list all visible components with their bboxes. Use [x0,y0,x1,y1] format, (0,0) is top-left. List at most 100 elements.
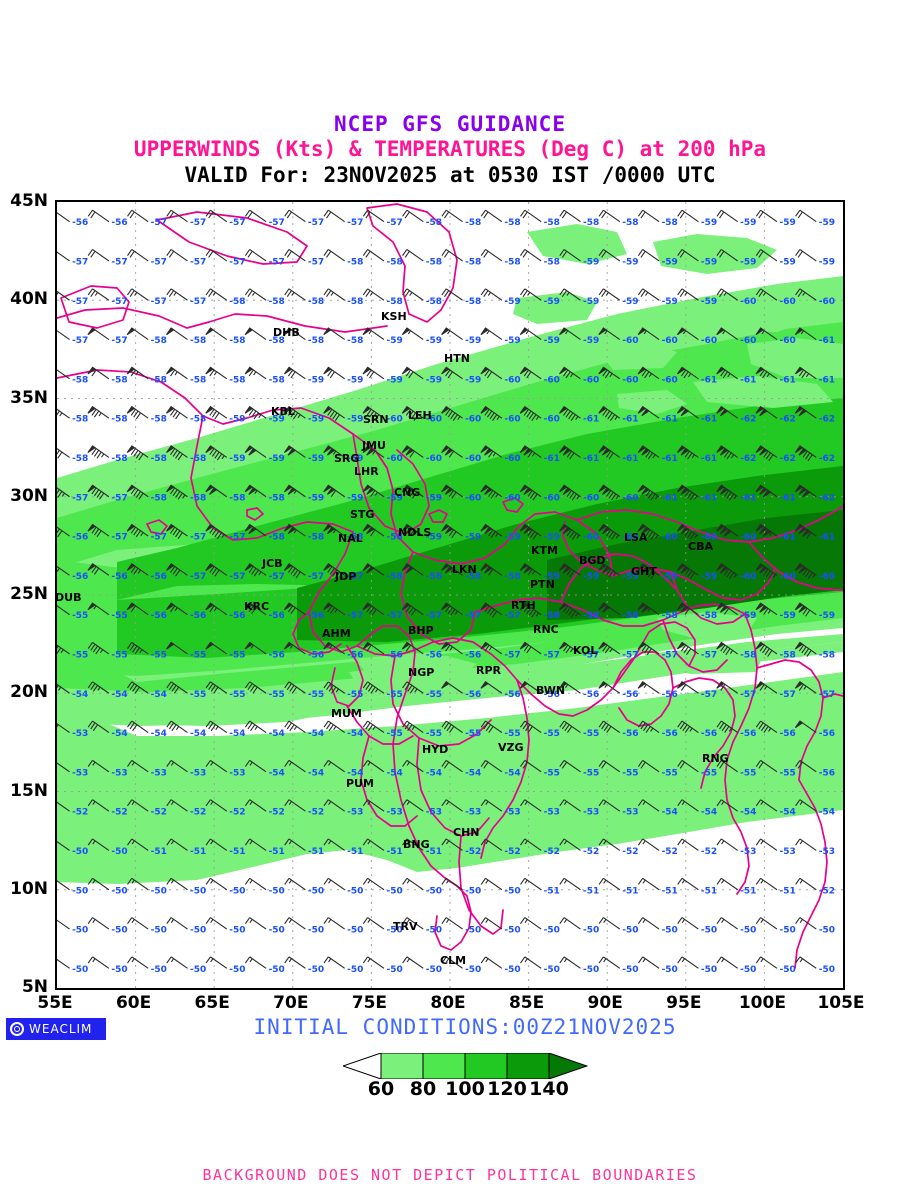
lon-tick-65E: 65E [194,993,230,1013]
svg-text:-60: -60 [819,297,835,307]
svg-text:-50: -50 [190,965,206,975]
svg-text:-60: -60 [465,493,481,503]
svg-text:-58: -58 [308,336,324,346]
svg-text:-58: -58 [229,336,245,346]
svg-text:-59: -59 [426,533,442,543]
svg-text:-59: -59 [662,572,678,582]
svg-text:-54: -54 [151,690,167,700]
svg-text:-50: -50 [308,965,324,975]
svg-text:-57: -57 [819,690,835,700]
svg-text:-56: -56 [819,768,835,778]
svg-text:-55: -55 [229,650,245,660]
svg-text:-58: -58 [151,454,167,464]
svg-text:-55: -55 [544,768,560,778]
svg-text:-50: -50 [347,965,363,975]
city-label-srg: SRG [334,452,360,465]
svg-text:-51: -51 [229,847,245,857]
svg-text:-50: -50 [229,965,245,975]
title-line-2: UPPERWINDS (Kts) & TEMPERATURES (Deg C) … [133,137,767,161]
svg-text:-60: -60 [740,297,756,307]
svg-text:-59: -59 [701,572,717,582]
svg-text:-57: -57 [111,297,127,307]
svg-text:-58: -58 [622,611,638,621]
svg-text:-60: -60 [779,572,795,582]
svg-text:-61: -61 [662,493,678,503]
svg-text:-53: -53 [740,847,756,857]
svg-text:-58: -58 [386,297,402,307]
svg-text:-55: -55 [465,729,481,739]
svg-text:-54: -54 [740,808,756,818]
city-label-ahm: AHM [322,627,351,640]
svg-text:-55: -55 [229,690,245,700]
lat-tick-5N: 5N [21,977,48,997]
svg-text:-50: -50 [111,926,127,936]
svg-text:-56: -56 [701,729,717,739]
chart-title-block: NCEP GFS GUIDANCE UPPERWINDS (Kts) & TEM… [0,112,900,188]
svg-text:-58: -58 [190,454,206,464]
svg-text:-58: -58 [386,257,402,267]
colorbar-tick-labels: 60 80 100 120 140 [343,1078,593,1102]
svg-text:-58: -58 [347,257,363,267]
svg-text:-60: -60 [662,336,678,346]
svg-text:-55: -55 [190,690,206,700]
svg-text:-54: -54 [308,768,324,778]
svg-text:-50: -50 [72,965,88,975]
svg-text:-57: -57 [190,297,206,307]
svg-text:-50: -50 [504,886,520,896]
svg-text:-60: -60 [779,297,795,307]
svg-text:-61: -61 [740,375,756,385]
city-label-rng: RNG [702,752,729,765]
map-canvas: -56 -56 -57 -57 -57 -57 -57 -57 -57 -58 -58 -58 -58 -… [57,202,843,988]
svg-text:-50: -50 [701,965,717,975]
weaclim-logo[interactable]: WEACLIM [6,1018,106,1040]
svg-text:-53: -53 [465,808,481,818]
svg-text:-50: -50 [779,926,795,936]
svg-text:-57: -57 [269,572,285,582]
svg-text:-57: -57 [504,650,520,660]
svg-text:-50: -50 [583,965,599,975]
svg-text:-54: -54 [308,729,324,739]
svg-text:-61: -61 [622,454,638,464]
svg-text:-54: -54 [819,808,835,818]
svg-text:-59: -59 [269,454,285,464]
svg-text:-56: -56 [308,650,324,660]
svg-text:-59: -59 [308,415,324,425]
svg-text:-56: -56 [740,729,756,739]
svg-text:-58: -58 [151,336,167,346]
city-label-jcb: JCB [262,557,283,570]
svg-text:-60: -60 [662,533,678,543]
svg-text:-58: -58 [111,454,127,464]
svg-text:-59: -59 [465,533,481,543]
lon-tick-85E: 85E [508,993,545,1013]
svg-text:-58: -58 [151,375,167,385]
lat-tick-15N: 15N [10,780,48,801]
svg-text:-56: -56 [386,650,402,660]
svg-text:-52: -52 [662,847,678,857]
svg-text:-56: -56 [662,690,678,700]
svg-text:-50: -50 [465,886,481,896]
svg-text:-61: -61 [701,415,717,425]
svg-text:-51: -51 [426,847,442,857]
svg-text:-59: -59 [308,375,324,385]
svg-text:-50: -50 [347,886,363,896]
svg-text:-58: -58 [544,611,560,621]
svg-text:-60: -60 [583,533,599,543]
svg-text:-54: -54 [111,690,127,700]
city-label-rpr: RPR [476,664,502,677]
svg-text:-50: -50 [504,926,520,936]
city-label-cng: CNG [394,486,421,499]
svg-text:-52: -52 [151,808,167,818]
svg-text:-56: -56 [151,611,167,621]
svg-text:-54: -54 [347,768,363,778]
svg-text:-60: -60 [701,533,717,543]
svg-text:-59: -59 [622,297,638,307]
svg-text:-57: -57 [740,690,756,700]
svg-text:-57: -57 [504,611,520,621]
svg-text:-59: -59 [740,611,756,621]
weather-map-plot[interactable]: -56 -56 -57 -57 -57 -57 -57 -57 -57 -58 -58 -58 -58 -… [55,200,845,990]
svg-text:-58: -58 [544,218,560,228]
svg-text:-59: -59 [465,375,481,385]
svg-text:-52: -52 [308,808,324,818]
svg-text:-60: -60 [622,533,638,543]
svg-text:-52: -52 [622,847,638,857]
